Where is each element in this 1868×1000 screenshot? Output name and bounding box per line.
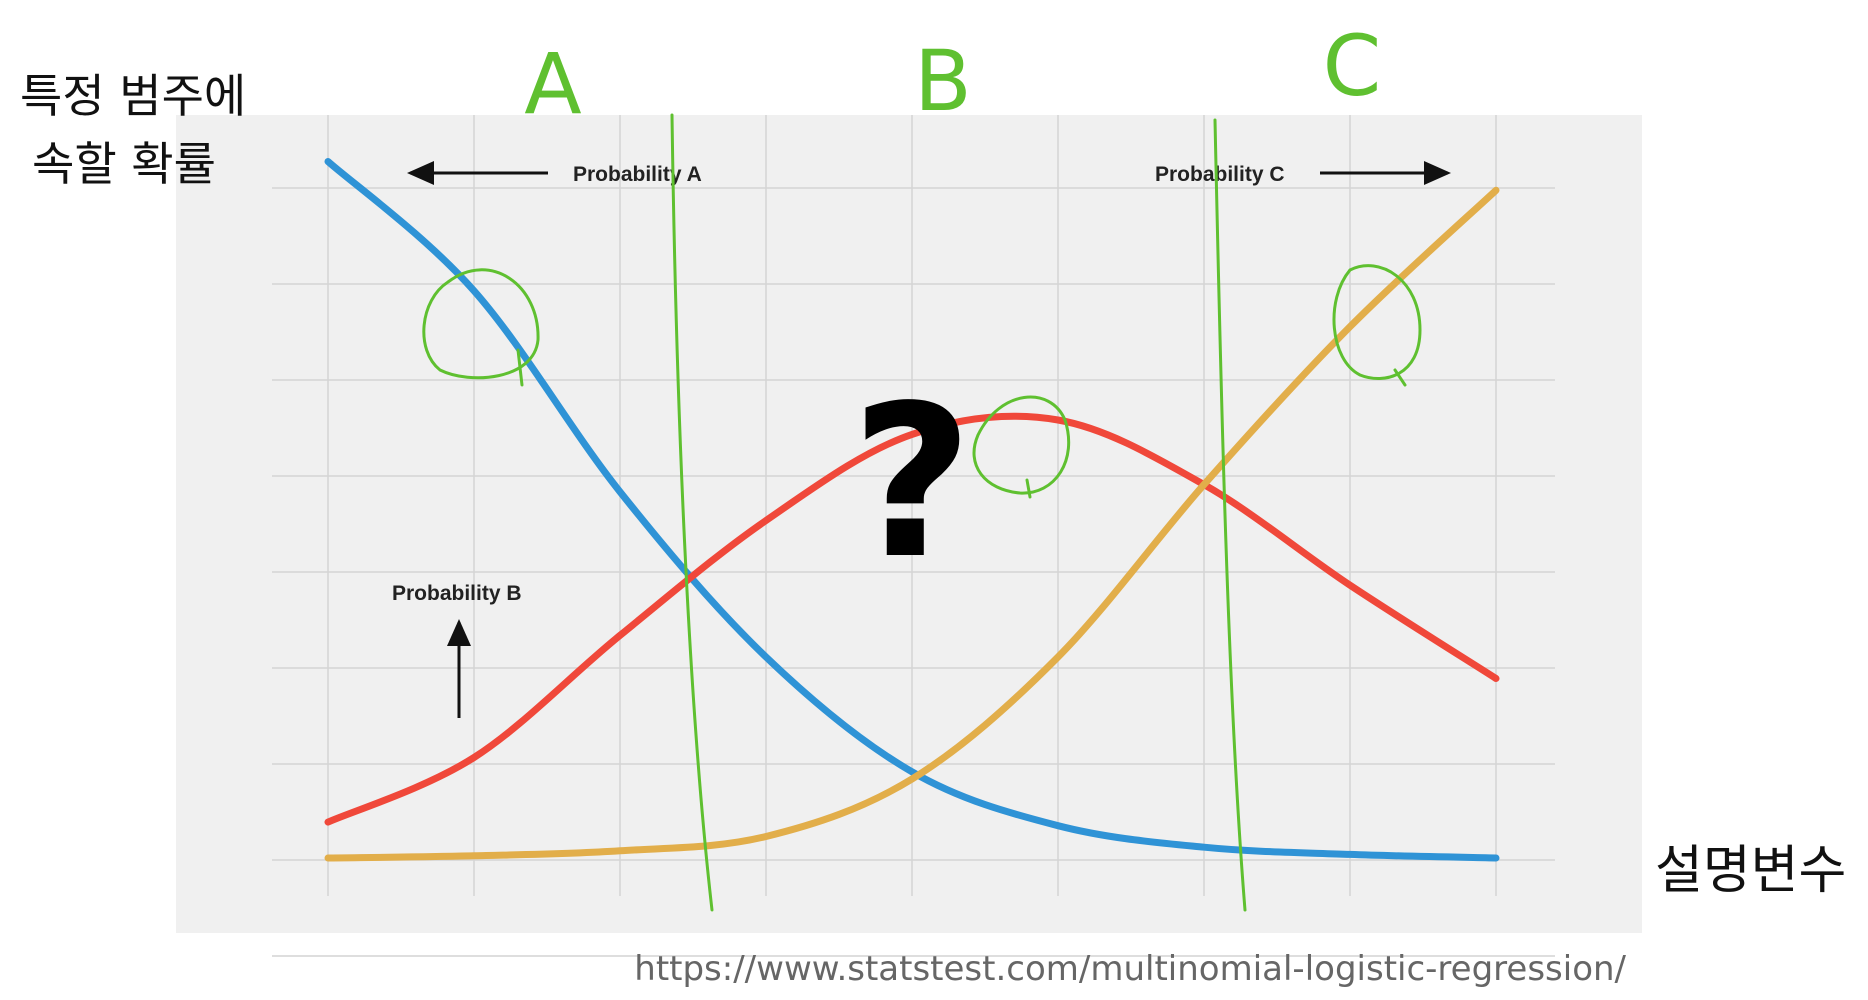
circle-c-icon: [1332, 264, 1422, 387]
series-layer: [324, 158, 1500, 862]
region-label-c: C: [1323, 17, 1382, 115]
annotation-probability-a: Probability A: [573, 163, 702, 186]
region-label-a: A: [524, 35, 581, 133]
plot-background: [176, 115, 1642, 933]
annotation-probability-b: Probability B: [392, 582, 522, 605]
y-axis-label-line2: 속할 확률: [32, 137, 216, 191]
source-url: https://www.statstest.com/multinomial-lo…: [634, 949, 1626, 989]
handwritten-overlay: [422, 113, 1422, 912]
grid: [272, 115, 1555, 957]
question-mark-icon: ?: [851, 360, 973, 605]
series-line-probability-b: [324, 412, 1500, 826]
circle-b-icon: [972, 395, 1071, 499]
region-label-b: B: [914, 32, 972, 130]
series-line-probability-a: [324, 158, 1500, 862]
x-axis-label: 설명변수: [1655, 841, 1846, 901]
circle-a-icon: [422, 268, 540, 387]
boundary-line-right: [1213, 118, 1247, 912]
series-line-probability-c: [324, 186, 1500, 862]
annotation-probability-c: Probability C: [1155, 163, 1285, 186]
y-axis-label-line1: 특정 범주에: [20, 69, 246, 123]
boundary-line-left: [670, 113, 714, 912]
